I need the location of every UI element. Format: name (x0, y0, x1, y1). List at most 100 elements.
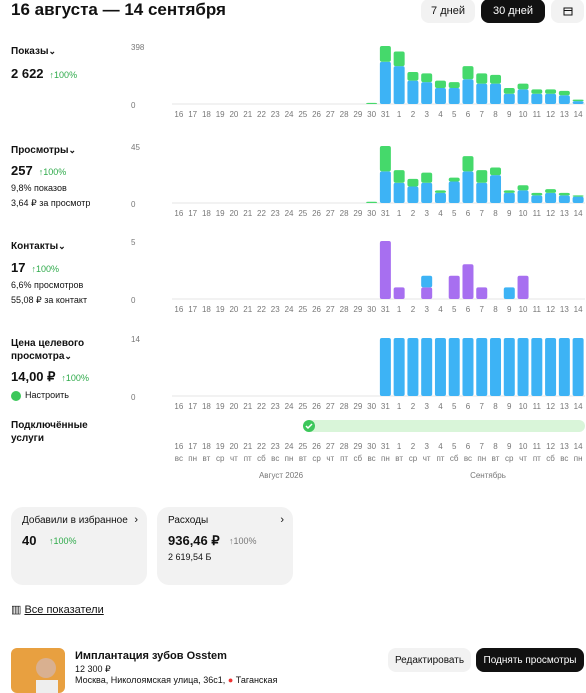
weekday-label: вт (203, 454, 211, 463)
x-tick-label: 29 (353, 305, 362, 314)
day-label: 3 (424, 442, 429, 451)
x-tick-label: 17 (188, 402, 197, 411)
day-label: 28 (340, 442, 349, 451)
x-tick-label: 12 (546, 110, 555, 119)
x-tick-label: 28 (340, 305, 349, 314)
x-tick-label: 21 (243, 305, 252, 314)
metric-change: ↑100% (49, 70, 78, 80)
x-tick-label: 31 (381, 402, 390, 411)
bar-segment (517, 185, 529, 191)
card[interactable]: Расходы › 936,46 ₽ ↑100% 2 619,54 Б (157, 507, 293, 585)
bar-segment (476, 73, 488, 84)
x-tick-label: 6 (466, 305, 471, 314)
day-label: 27 (326, 442, 335, 451)
bar-segment (379, 171, 391, 203)
bar-segment (434, 338, 446, 396)
x-tick-label: 13 (560, 110, 569, 119)
x-tick-label: 4 (438, 110, 443, 119)
metric-title[interactable]: Показы⌄ (11, 46, 57, 57)
metric-action[interactable]: Настроить (25, 390, 69, 400)
x-tick-label: 20 (229, 110, 238, 119)
bar-segment (448, 87, 460, 104)
bar-segment (490, 338, 502, 396)
weekday-label: пн (285, 454, 294, 463)
metric-total: 257 ↑100% (11, 163, 66, 178)
metric-change: ↑100% (31, 264, 59, 274)
x-tick-label: 9 (507, 110, 512, 119)
x-tick-label: 2 (411, 305, 416, 314)
metric-value: 17 (11, 260, 26, 275)
bar-segment (503, 192, 515, 203)
weekday-label: чт (326, 454, 334, 463)
weekday-label: сб (450, 454, 459, 463)
card[interactable]: Добавили в избранное › 40 ↑100% (11, 507, 147, 585)
bar-segment (476, 170, 488, 183)
bar-segment (545, 89, 557, 94)
bar-segment (517, 83, 529, 90)
x-tick-label: 25 (298, 305, 307, 314)
listing-title[interactable]: Имплантация зубов Osstem (75, 650, 227, 662)
x-tick-label: 20 (229, 402, 238, 411)
metric-title[interactable]: Контакты⌄ (11, 241, 66, 252)
all-metrics-link[interactable]: Все показатели (24, 604, 104, 616)
dropdown-icon[interactable]: ⌄ (58, 241, 66, 251)
metro: Таганская (235, 675, 278, 685)
day-label: 7 (480, 442, 485, 451)
x-tick-label: 30 (367, 110, 376, 119)
x-tick-label: 24 (285, 402, 294, 411)
x-tick-label: 27 (326, 209, 335, 218)
bar-segment (490, 83, 502, 104)
bar-segment (407, 80, 419, 104)
bar-segment (503, 93, 515, 104)
x-tick-label: 10 (519, 402, 528, 411)
weekday-label: ср (505, 454, 514, 463)
dropdown-icon[interactable]: ⌄ (64, 351, 72, 361)
weekday-label: пт (244, 454, 252, 463)
calendar-button[interactable] (551, 0, 584, 23)
weekday-label: вс (464, 454, 472, 463)
bar-segment (407, 338, 419, 396)
metric-title[interactable]: Цена целевого просмотра⌄ (11, 338, 85, 362)
x-tick-label: 29 (353, 402, 362, 411)
boost-button[interactable]: Поднять просмотры (476, 648, 584, 672)
x-tick-label: 3 (424, 305, 429, 314)
x-tick-label: 27 (326, 110, 335, 119)
x-tick-label: 16 (174, 402, 183, 411)
all-metrics[interactable]: ▥ Все показатели (11, 604, 104, 616)
x-tick-label: 30 (367, 402, 376, 411)
period-30[interactable]: 30 дней (481, 0, 545, 23)
card-value: 40 (22, 533, 37, 548)
x-tick-label: 11 (533, 402, 542, 411)
bar-segment (448, 275, 460, 299)
x-tick-label: 12 (546, 305, 555, 314)
x-tick-label: 4 (438, 209, 443, 218)
metric-value: 2 622 (11, 66, 44, 81)
x-tick-label: 20 (229, 209, 238, 218)
dropdown-icon[interactable]: ⌄ (68, 145, 77, 155)
x-tick-label: 18 (202, 402, 211, 411)
bar-segment (462, 79, 474, 104)
metric-title[interactable]: Просмотры⌄ (11, 145, 77, 156)
weekday-label: ср (409, 454, 418, 463)
edit-button[interactable]: Редактировать (388, 648, 471, 672)
x-tick-label: 3 (424, 110, 429, 119)
month-label: Август 2026 (259, 471, 304, 480)
bar-segment (503, 87, 515, 94)
x-tick-label: 27 (326, 402, 335, 411)
y-tick-label: 0 (131, 296, 136, 305)
x-tick-label: 3 (424, 402, 429, 411)
x-tick-label: 27 (326, 305, 335, 314)
period-7[interactable]: 7 дней (421, 0, 475, 23)
x-tick-label: 4 (438, 402, 443, 411)
day-label: 24 (285, 442, 294, 451)
weekday-label: пт (340, 454, 348, 463)
x-tick-label: 2 (411, 209, 416, 218)
bar-segment (476, 287, 488, 299)
x-tick-label: 17 (188, 305, 197, 314)
bar-segment (407, 178, 419, 187)
day-label: 26 (312, 442, 321, 451)
dropdown-icon[interactable]: ⌄ (48, 46, 57, 56)
x-tick-label: 8 (493, 110, 498, 119)
bar-segment (393, 170, 405, 183)
